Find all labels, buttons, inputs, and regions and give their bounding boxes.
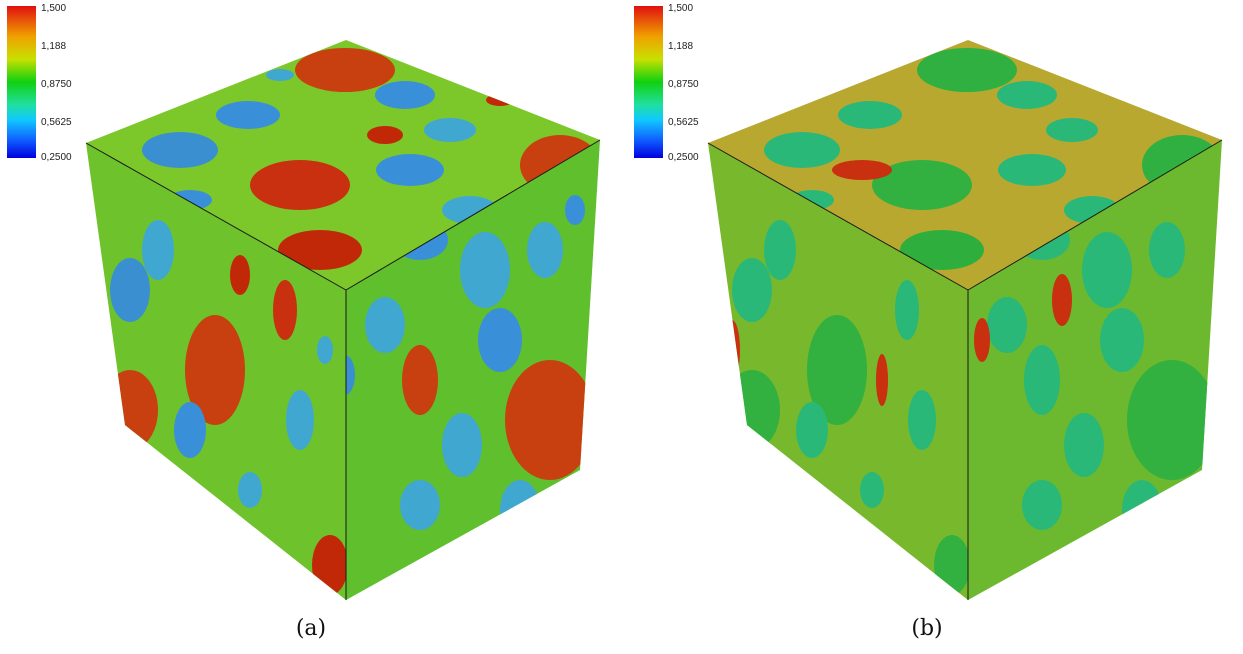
colorbar-gradient <box>634 6 663 158</box>
colorbar-tick: 0,5625 <box>41 117 72 128</box>
figure-panel-a: 1,500 1,188 0,8750 0,5625 0,2500 <box>0 0 621 654</box>
figure-panel-b: 1,500 1,188 0,8750 0,5625 0,2500 <box>622 0 1243 654</box>
colorbar-tick: 0,2500 <box>668 152 699 163</box>
panel-caption-a: (a) <box>295 616 327 641</box>
colorbar-tick: 1,500 <box>668 3 694 14</box>
cube-render-b <box>707 40 1223 600</box>
colorbar-tick: 0,2500 <box>41 152 72 163</box>
colorbar-legend-a: 1,500 1,188 0,8750 0,5625 0,2500 <box>7 3 72 166</box>
colorbar-tick: 0,8750 <box>41 79 72 90</box>
colorbar-tick: 1,188 <box>668 41 694 52</box>
inclusions-top <box>142 48 600 270</box>
inclusions-right <box>346 195 595 540</box>
colorbar-tick: 1,500 <box>41 3 67 14</box>
panel-caption-b: (b) <box>911 616 943 641</box>
colorbar-legend-b: 1,500 1,188 0,8750 0,5625 0,2500 <box>634 3 699 166</box>
cube-edges <box>707 139 1223 600</box>
cube-top-face <box>708 40 1222 290</box>
cube-top-face <box>86 40 600 290</box>
cube-render-a <box>85 40 601 600</box>
colorbar-tick: 1,188 <box>41 41 67 52</box>
colorbar-tick: 0,5625 <box>668 117 699 128</box>
cube-edges <box>85 139 601 600</box>
colorbar-tick: 0,8750 <box>668 79 699 90</box>
colorbar-gradient <box>7 6 36 158</box>
